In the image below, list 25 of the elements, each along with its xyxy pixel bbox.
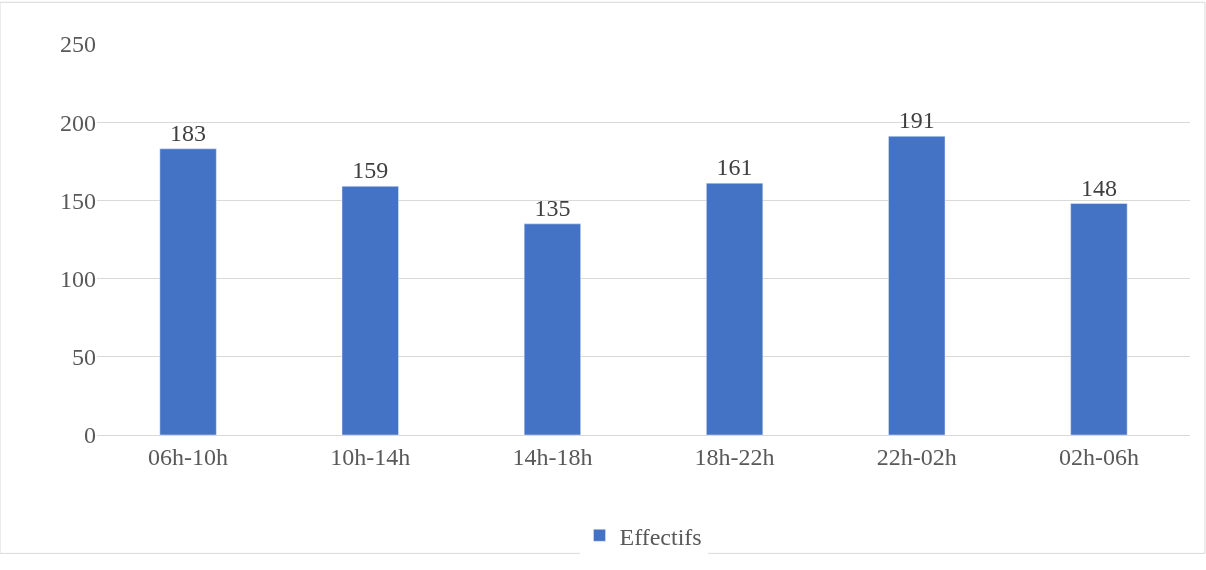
bar [159,148,217,435]
data-label: 135 [534,194,571,221]
bar [1070,203,1128,435]
data-label: 183 [170,119,207,146]
x-tick-label: 14h-18h [512,443,593,470]
bar [888,136,946,435]
y-tick-label: 250 [60,31,96,58]
x-tick-label: 22h-02h [876,443,957,470]
y-tick-label: 0 [84,422,96,449]
x-tick-label: 10h-14h [330,443,411,470]
y-tick-label: 50 [72,344,96,371]
x-tick-label: 06h-10h [148,443,229,470]
data-label: 148 [1080,174,1117,201]
y-tick-label: 100 [60,266,96,292]
y-tick-label: 200 [60,109,96,136]
data-label: 161 [716,154,753,181]
bar [341,186,399,435]
data-label: 191 [898,107,935,134]
x-tick-label: 02h-06h [1058,443,1139,470]
legend-label: Effectifs [619,523,702,550]
x-tick-label: 18h-22h [694,443,775,470]
bar [523,223,581,435]
data-label: 159 [352,157,389,184]
y-tick-label: 150 [60,187,96,214]
bar [706,182,764,435]
